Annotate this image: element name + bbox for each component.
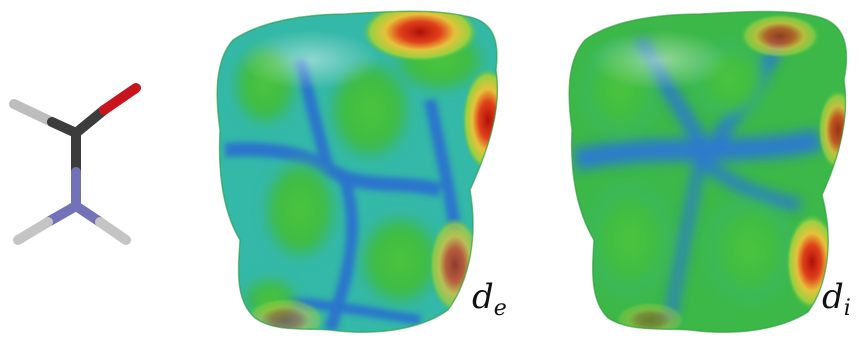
bond-c-o-oxygen-half: [99, 83, 141, 115]
hot-spot-right: [462, 68, 498, 172]
warm-spot-top: [740, 14, 820, 58]
hirshfeld-surface-di: [568, 10, 848, 333]
hirshfeld-surface-de: [216, 10, 499, 333]
bond-h-upper: [9, 99, 57, 127]
bond-n-h-left-n: [43, 201, 81, 227]
label-de-main: d: [472, 277, 494, 317]
label-di: di: [822, 280, 851, 320]
bond-n-h-left-h: [13, 217, 53, 245]
label-de: de: [472, 280, 507, 320]
label-de-sub: e: [493, 296, 507, 321]
label-di-main: d: [822, 277, 844, 317]
warm-spot-right: [818, 90, 847, 170]
label-di-sub: i: [843, 296, 851, 321]
molecule-model: [9, 83, 141, 245]
bond-c-o-carbon-half: [71, 105, 109, 138]
bond-n-h-right-h: [95, 217, 131, 245]
hot-spot-top: [362, 11, 478, 62]
